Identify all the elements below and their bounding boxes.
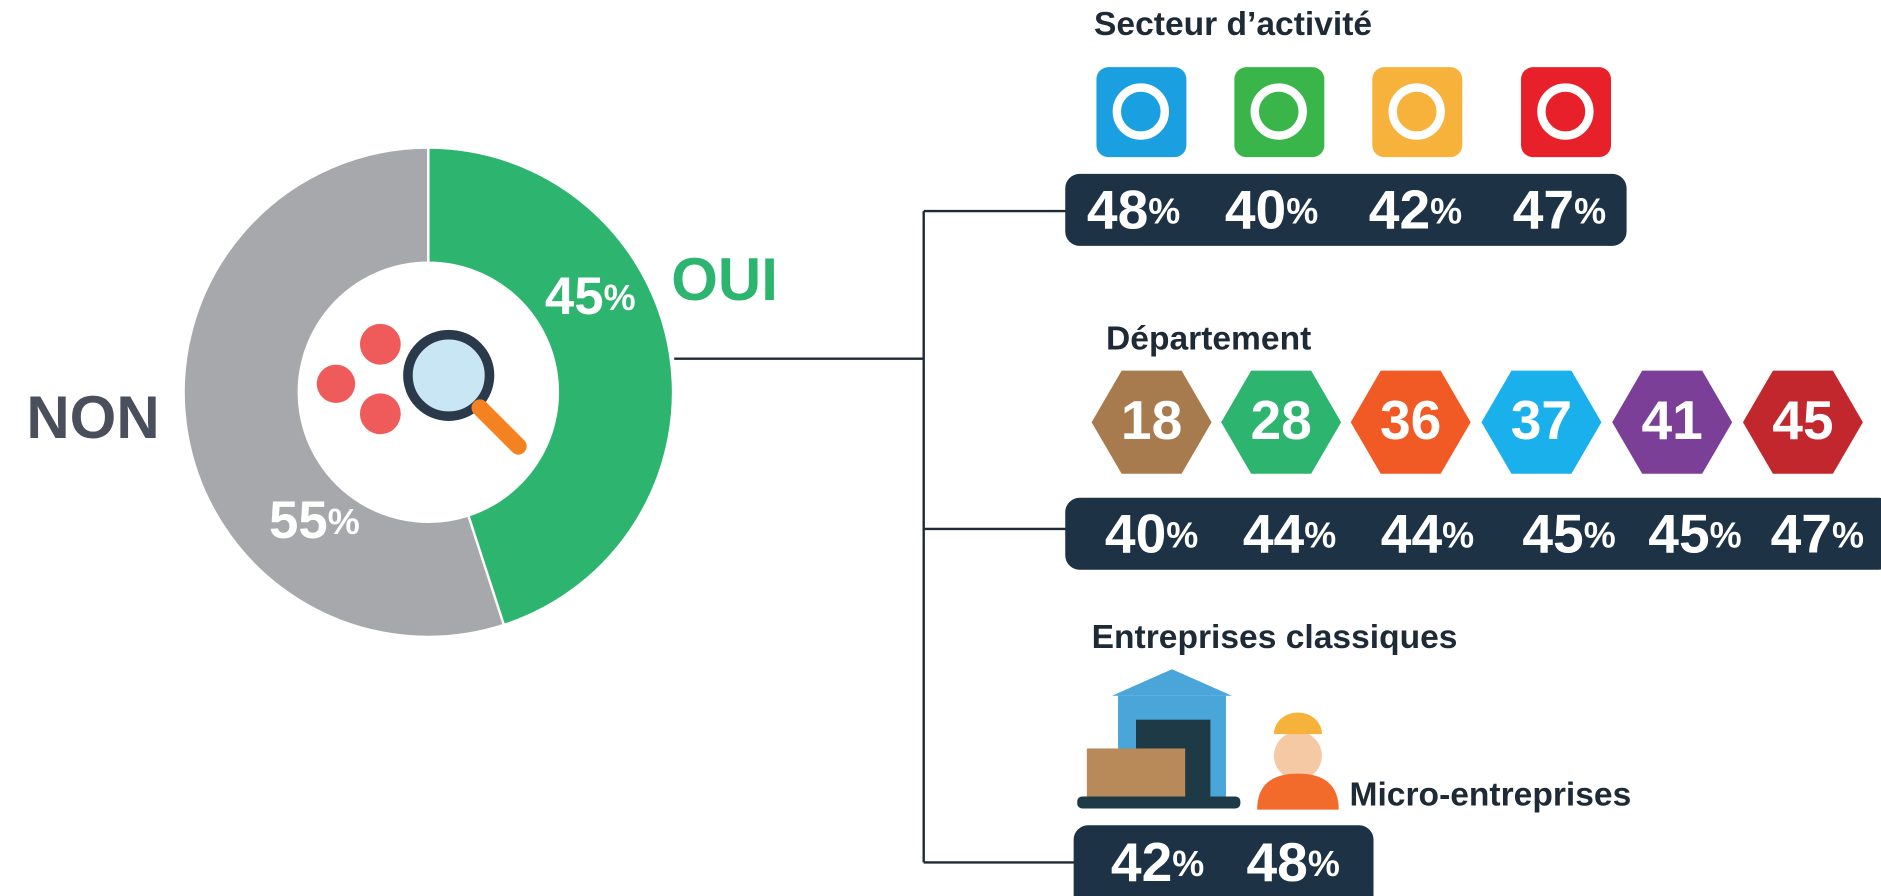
slice-name: OUI [671, 246, 778, 313]
sector-icon-glyph [1537, 83, 1594, 140]
sector-icon [1372, 67, 1463, 158]
sector-icon [1096, 67, 1187, 158]
panel [1073, 825, 1374, 896]
department-hexagon [1481, 370, 1602, 474]
money-search-icon [316, 323, 527, 455]
sector-icon-glyph [1388, 83, 1445, 140]
section-title: Entreprises classiques [1092, 619, 1458, 656]
department-code: 41 [1641, 389, 1702, 451]
percent-label: 47% [1771, 502, 1864, 564]
percent-label: 45% [545, 267, 636, 326]
panel [1065, 497, 1881, 570]
connectors [674, 209, 1077, 864]
sector-icon [1521, 67, 1612, 158]
percent-label: 42% [1369, 178, 1462, 240]
percent-label: 45% [1648, 502, 1741, 564]
percent-label: 42% [1111, 831, 1204, 893]
section-subtitle: Micro-entreprises [1350, 776, 1632, 813]
slice-name: NON [26, 384, 159, 451]
department-hexagon [1091, 370, 1212, 474]
department-code: 28 [1250, 389, 1311, 451]
donut-slice [427, 146, 675, 627]
percent-label: 40% [1105, 502, 1198, 564]
sector-icon-glyph [1250, 83, 1307, 140]
department-code: 37 [1511, 389, 1572, 451]
percent-label: 44% [1243, 502, 1336, 564]
department-code: 18 [1121, 389, 1182, 451]
percent-label: 55% [269, 491, 360, 550]
percent-label: 44% [1381, 502, 1474, 564]
percent-label: 48% [1246, 831, 1339, 893]
percent-label: 48% [1087, 178, 1180, 240]
sector-icon [1234, 67, 1325, 158]
donut-slice [182, 146, 506, 639]
sector-icon-glyph [1112, 83, 1169, 140]
percent-label: 40% [1225, 178, 1318, 240]
section-title: Département [1106, 321, 1311, 358]
department-hexagon [1350, 370, 1471, 474]
department-hexagon [1612, 370, 1733, 474]
section-title: Secteur d’activité [1094, 6, 1372, 43]
company-icons [1077, 669, 1339, 810]
panel [1065, 173, 1627, 246]
department-hexagon [1742, 370, 1863, 474]
percent-label: 45% [1522, 502, 1615, 564]
percent-label: 47% [1513, 178, 1606, 240]
department-code: 36 [1380, 389, 1441, 451]
department-hexagon [1221, 370, 1342, 474]
department-code: 45 [1772, 389, 1833, 451]
